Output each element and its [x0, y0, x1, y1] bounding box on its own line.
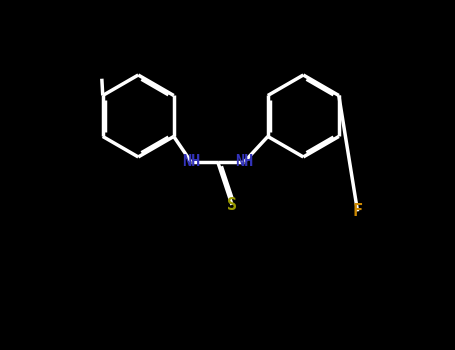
Text: NH: NH [235, 154, 253, 169]
Text: NH: NH [182, 154, 200, 169]
Text: S: S [227, 196, 237, 214]
Text: F: F [353, 202, 363, 220]
